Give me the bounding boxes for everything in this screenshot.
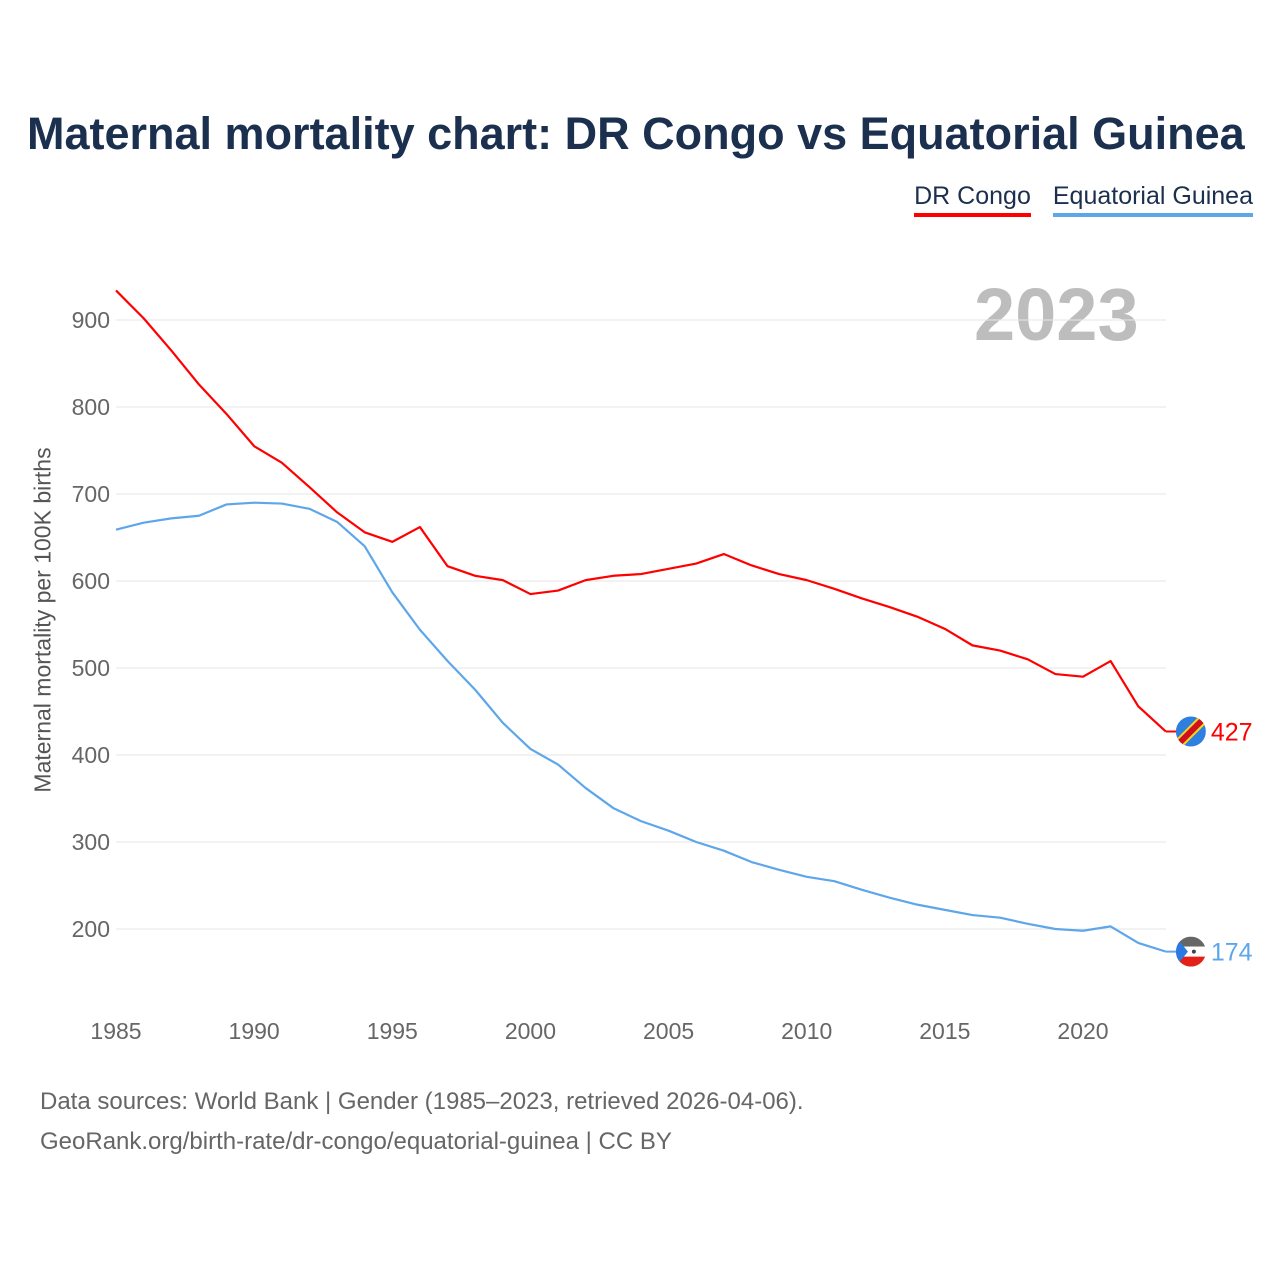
x-tick-label: 1985 xyxy=(90,1018,141,1044)
y-tick-label: 700 xyxy=(72,481,110,507)
end-value-label: 427 xyxy=(1211,719,1253,747)
x-tick-label: 2015 xyxy=(919,1018,970,1044)
x-tick-label: 2000 xyxy=(505,1018,556,1044)
y-tick-label: 400 xyxy=(72,742,110,768)
x-tick-label: 2020 xyxy=(1057,1018,1108,1044)
y-tick-label: 900 xyxy=(72,307,110,333)
x-tick-label: 1990 xyxy=(229,1018,280,1044)
y-tick-label: 600 xyxy=(72,568,110,594)
legend-item-equatorial-guinea[interactable]: Equatorial Guinea xyxy=(1052,182,1253,217)
y-tick-label: 200 xyxy=(72,916,110,942)
equatorial-guinea-flag-icon xyxy=(1175,936,1206,967)
chart-title: Maternal mortality chart: DR Congo vs Eq… xyxy=(27,108,1245,159)
year-label: 2023 xyxy=(974,273,1139,356)
series-line-equatorial-guinea xyxy=(115,501,1167,953)
x-tick-label: 2010 xyxy=(781,1018,832,1044)
end-value-label: 174 xyxy=(1211,939,1253,967)
y-tick-label: 300 xyxy=(72,829,110,855)
footer-source: Data sources: World Bank | Gender (1985–… xyxy=(40,1088,804,1115)
y-tick-label: 800 xyxy=(72,394,110,420)
x-tick-label: 2005 xyxy=(643,1018,694,1044)
footer-link[interactable]: GeoRank.org/birth-rate/dr-congo/equatori… xyxy=(40,1128,672,1155)
legend-item-dr-congo[interactable]: DR Congo xyxy=(914,182,1031,217)
dr-congo-flag-icon xyxy=(1175,716,1206,747)
x-tick-label: 1995 xyxy=(367,1018,418,1044)
series-line-dr-congo xyxy=(115,289,1167,733)
y-tick-label: 500 xyxy=(72,655,110,681)
legend: DR Congo Equatorial Guinea xyxy=(914,182,1253,217)
